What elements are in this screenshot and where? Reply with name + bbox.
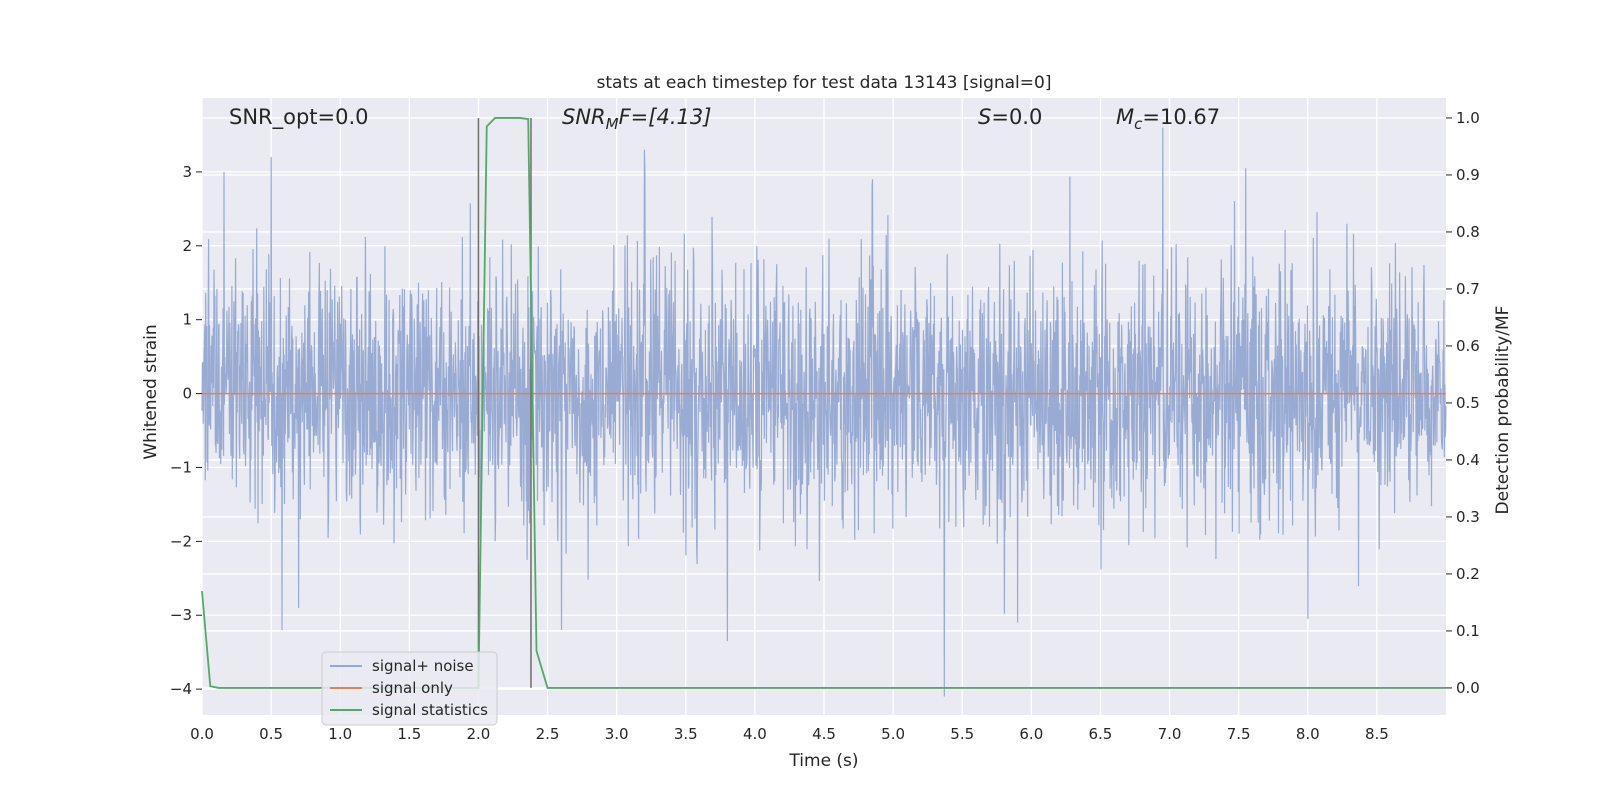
x-tick-label: 3.0 (605, 725, 629, 743)
legend: signal+ noise signal only signal statist… (321, 651, 498, 726)
y2-tick-label: 1.0 (1456, 109, 1480, 127)
y2-tick-label: 0.4 (1456, 451, 1480, 469)
x-tick-label: 5.0 (881, 725, 905, 743)
x-axis-label: Time (s) (788, 751, 858, 771)
annotations: SNR_opt=0.0 SNRMF=[4.13] S=0.0 Mc=10.67 (229, 105, 1220, 133)
y-axis-ticks: 3 2 1 0 −1 −2 −3 −4 (170, 163, 202, 698)
x-tick-label: 7.5 (1227, 725, 1251, 743)
signal-statistics-series (201, 117, 1446, 689)
y2-tick-label: 0.6 (1456, 337, 1480, 355)
marker-lines (477, 117, 532, 688)
legend-box (321, 651, 498, 726)
signal-noise-line (201, 127, 1447, 697)
y-tick-label: −3 (170, 606, 192, 624)
y-tick-label: −2 (170, 532, 192, 550)
y2-tick-label: 0.5 (1456, 394, 1480, 412)
legend-label-signal: signal only (372, 679, 453, 697)
signal-statistics-line (201, 117, 1446, 689)
y2-tick-label: 0.2 (1456, 565, 1480, 583)
x-tick-label: 0.0 (190, 725, 214, 743)
y2-tick-label: 0.9 (1456, 166, 1480, 184)
y2-tick-label: 0.3 (1456, 508, 1480, 526)
y-tick-label: 1 (182, 311, 192, 329)
annotation-s-stat: S=0.0 (978, 105, 1042, 129)
x-tick-label: 6.5 (1089, 725, 1113, 743)
x-tick-label: 1.5 (397, 725, 421, 743)
x-tick-label: 7.0 (1158, 725, 1182, 743)
y2-tick-label: 0.1 (1456, 622, 1480, 640)
signal-noise-series (201, 127, 1447, 697)
x-tick-label: 8.0 (1296, 725, 1320, 743)
x-tick-label: 0.5 (259, 725, 283, 743)
x-tick-label: 4.0 (743, 725, 767, 743)
annotation-mc: Mc=10.67 (1116, 105, 1220, 133)
chart-title: stats at each timestep for test data 131… (597, 73, 1052, 93)
x-tick-label: 5.5 (950, 725, 974, 743)
annotation-snr-mf: SNRMF=[4.13] (562, 105, 711, 133)
y2-tick-label: 0.8 (1456, 223, 1480, 241)
annotation-snr-opt: SNR_opt=0.0 (229, 105, 369, 130)
legend-label-noise: signal+ noise (372, 657, 474, 675)
y-tick-label: 0 (182, 385, 192, 403)
legend-label-stat: signal statistics (372, 701, 488, 719)
x-tick-label: 3.5 (674, 725, 698, 743)
y-tick-label: −1 (170, 458, 192, 476)
y-tick-label: 3 (182, 163, 192, 181)
x-tick-label: 6.0 (1019, 725, 1043, 743)
y2-tick-label: 0.0 (1456, 679, 1480, 697)
x-tick-label: 1.0 (328, 725, 352, 743)
x-tick-label: 2.5 (536, 725, 560, 743)
y-axis-label: Whitened strain (141, 324, 161, 459)
x-axis-ticks: 0.0 0.5 1.0 1.5 2.0 2.5 3.0 3.5 4.0 4.5 5.0 5.5 6.0 6… (190, 725, 1389, 743)
x-tick-label: 8.5 (1365, 725, 1389, 743)
y-tick-label: −4 (170, 680, 192, 698)
x-tick-label: 4.5 (812, 725, 836, 743)
y-tick-label: 2 (182, 237, 192, 255)
x-tick-label: 2.0 (467, 725, 491, 743)
y2-axis-ticks: 1.0 0.9 0.8 0.7 0.6 0.5 0.4 0.3 0.2 0.1 0.0 (1446, 109, 1480, 697)
y2-tick-label: 0.7 (1456, 280, 1480, 298)
y2-axis-label: Detection probability/MF (1493, 306, 1513, 515)
